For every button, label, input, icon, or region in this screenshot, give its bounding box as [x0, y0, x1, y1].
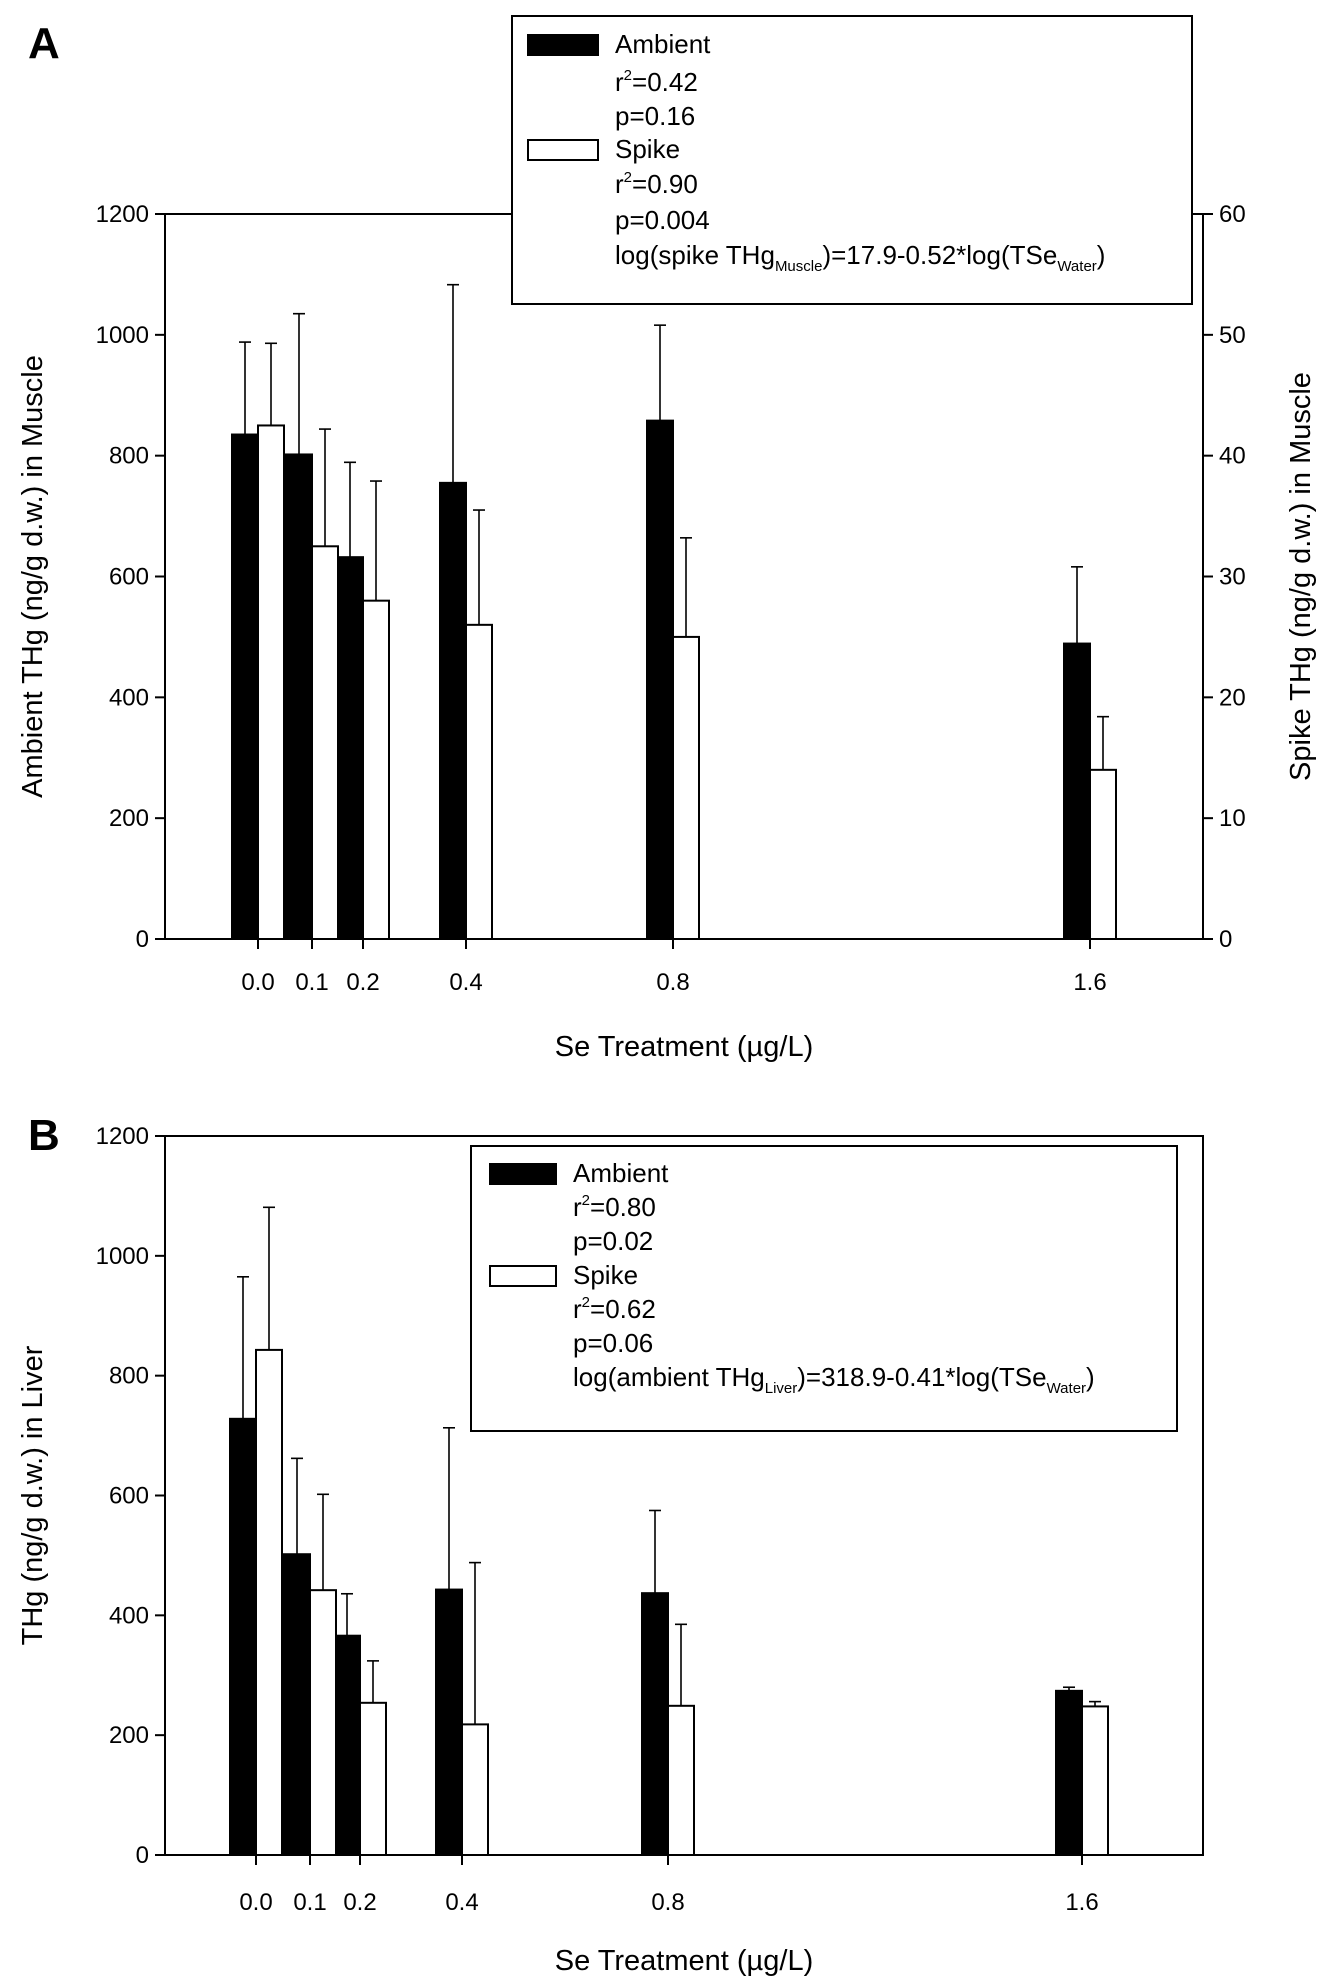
panel-b-bar-spike	[309, 1589, 337, 1856]
panel-b-bar-spike	[255, 1348, 283, 1856]
panel-b-xtick-label: 0.2	[343, 1889, 376, 1916]
panel-b-legend-box	[470, 1145, 1178, 1432]
panel-a-legend-r2-ambient: r2=0.42	[615, 67, 698, 97]
panel-a-xtick-label: 0.4	[449, 969, 482, 996]
panel-b-bar-ambient	[229, 1417, 257, 1856]
panel-b-xtick-label: 0.8	[651, 1889, 684, 1916]
panel-b-bar-ambient	[1055, 1689, 1083, 1857]
panel-a-legend-equation: log(spike THgMuscle)=17.9-0.52*log(TSeWa…	[615, 240, 1105, 275]
panel-a-legend-p-ambient: p=0.16	[615, 101, 695, 131]
panel-a-ytick-label: 800	[109, 443, 149, 470]
panel-a-legend-r2-spike: r2=0.90	[615, 169, 698, 199]
panel-b-ytick-label: 200	[109, 1722, 149, 1749]
panel-b-bar-spike	[667, 1704, 695, 1856]
panel-b-legend-swatch-ambient	[489, 1163, 557, 1185]
panel-b-bar-ambient	[435, 1588, 463, 1857]
panel-b-legend-p-ambient: p=0.02	[573, 1226, 653, 1256]
panel-a-chart: 0 200 400 600 800 1000 1200 0 10 20 30 40 50 60 0.0 0.1…	[17, 15, 1317, 1063]
panel-a-y2tick-label: 20	[1219, 684, 1246, 711]
panel-a-bar-ambient	[439, 481, 467, 940]
panel-b-legend-label-ambient: Ambient	[573, 1158, 669, 1188]
panel-b-bar-spike	[461, 1723, 489, 1857]
panel-b-ytick-label: 1200	[96, 1123, 149, 1150]
panel-a-bar-ambient	[1063, 642, 1091, 940]
panel-b-bar-ambient	[283, 1553, 311, 1857]
panel-a-bar-spike	[362, 599, 390, 941]
panel-a-ytick-label: 1200	[96, 201, 149, 228]
panel-a-bar-spike	[672, 635, 700, 941]
panel-a-legend-swatch-spike	[527, 139, 599, 161]
panel-b-legend-p-spike: p=0.06	[573, 1328, 653, 1358]
panel-b-ytick-label: 800	[109, 1363, 149, 1390]
panel-a-xtick-label: 0.0	[241, 969, 274, 996]
panel-b-bar-ambient	[333, 1634, 361, 1856]
panel-b-legend-equation: log(ambient THgLiver)=318.9-0.41*log(TSe…	[573, 1362, 1095, 1397]
panel-b-legend-label-spike: Spike	[573, 1260, 638, 1290]
panel-b-bar-spike	[359, 1701, 387, 1856]
panel-b-legend-swatch-spike	[489, 1265, 557, 1287]
panel-a-bar-ambient	[646, 419, 674, 940]
panel-b-xtick-label: 1.6	[1065, 1889, 1098, 1916]
panel-a-ytick-label: 600	[109, 564, 149, 591]
panel-b-ytick-label: 600	[109, 1483, 149, 1510]
panel-a-y2tick-label: 40	[1219, 443, 1246, 470]
panel-b-legend-r2-spike: r2=0.62	[573, 1294, 656, 1324]
panel-b-xtick-label: 0.1	[293, 1889, 326, 1916]
panel-a-bar-ambient	[285, 453, 313, 940]
panel-a-xtick-label: 0.1	[295, 969, 328, 996]
panel-a-y2tick-label: 10	[1219, 805, 1246, 832]
panel-b-letter: B	[28, 1111, 60, 1160]
panel-a-ytick-label: 400	[109, 684, 149, 711]
panel-a-legend-p-spike: p=0.004	[615, 205, 710, 235]
panel-a-x-axis-title: Se Treatment (µg/L)	[555, 1031, 813, 1063]
panel-a-letter: A	[28, 19, 60, 68]
panel-b-x-axis-title: Se Treatment (µg/L)	[555, 1945, 813, 1977]
panel-a-ytick-label: 200	[109, 805, 149, 832]
panel-b-legend: Ambient r2=0.80 p=0.02 Spike r2=0.62 p=0.06 lo…	[470, 1145, 1178, 1432]
panel-b-y-axis-title: THg (ng/g d.w.) in Liver	[17, 1345, 49, 1645]
panel-a-y2tick-label: 60	[1219, 201, 1246, 228]
panel-a-bar-spike	[257, 424, 285, 941]
panel-b-bar-spike	[1081, 1705, 1109, 1856]
panel-a-xtick-label: 1.6	[1073, 969, 1106, 996]
panel-b-xtick-label: 0.0	[239, 1889, 272, 1916]
panel-b-legend-r2-ambient: r2=0.80	[573, 1192, 656, 1222]
panel-b-xtick-label: 0.4	[445, 1889, 478, 1916]
panel-a-y2tick-label: 50	[1219, 322, 1246, 349]
panel-b-ytick-label: 0	[136, 1842, 149, 1869]
panel-a-legend-box	[511, 15, 1193, 305]
panel-a-xtick-label: 0.2	[346, 969, 379, 996]
panel-a-y2tick-label: 30	[1219, 564, 1246, 591]
panel-b-ytick-label: 400	[109, 1602, 149, 1629]
panel-a-y2-axis-title: Spike THg (ng/g d.w.) in Muscle	[1285, 372, 1317, 781]
panel-a-y2tick-label: 0	[1219, 926, 1232, 953]
panel-b-chart: 0 200 400 600 800 1000 1200 0.0 0.1 0.2 0.4 0.8 1.6 T…	[17, 1123, 1204, 1977]
panel-a-xtick-label: 0.8	[656, 969, 689, 996]
panel-a-bar-ambient	[336, 556, 364, 941]
panel-a-legend-label-spike: Spike	[615, 134, 680, 164]
panel-a-bar-spike	[1089, 768, 1117, 940]
panel-a-legend-swatch-ambient	[527, 34, 599, 56]
panel-a-ytick-label: 0	[136, 926, 149, 953]
panel-a-legend-label-ambient: Ambient	[615, 29, 711, 59]
panel-a-bar-spike	[465, 623, 493, 940]
panel-a-bar-spike	[311, 545, 339, 941]
panel-a-bar-ambient	[231, 433, 259, 940]
panel-b-bar-ambient	[641, 1592, 669, 1857]
panel-a-y-axis-title: Ambient THg (ng/g d.w.) in Muscle	[17, 355, 49, 798]
panel-b-ytick-label: 1000	[96, 1243, 149, 1270]
panel-a-ytick-label: 1000	[96, 322, 149, 349]
